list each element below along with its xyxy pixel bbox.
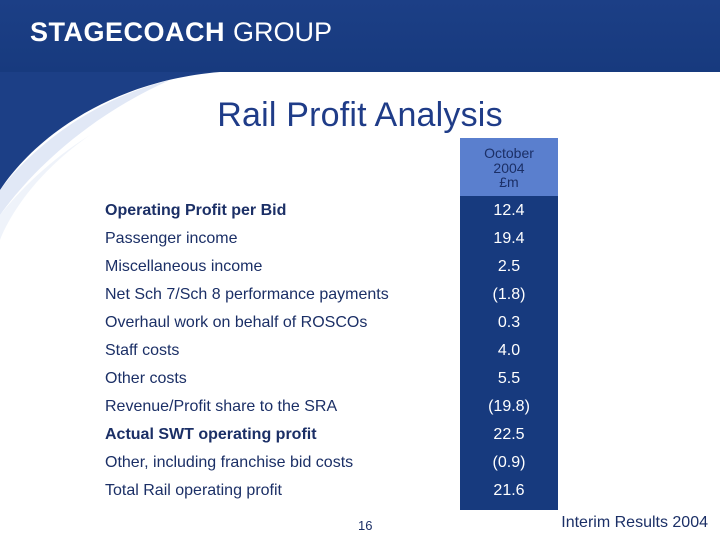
slide-title: Rail Profit Analysis	[0, 96, 720, 135]
row-label: Staff costs	[105, 342, 180, 359]
table-row: Overhaul work on behalf of ROSCOs 0.3	[105, 309, 558, 337]
row-value: 22.5	[493, 426, 525, 443]
header-bar: STAGECOACH GROUP	[0, 0, 720, 72]
table-row: Revenue/Profit share to the SRA (19.8)	[105, 393, 558, 421]
row-label: Overhaul work on behalf of ROSCOs	[105, 314, 368, 331]
row-label: Revenue/Profit share to the SRA	[105, 398, 338, 415]
row-label: Operating Profit per Bid	[105, 202, 287, 219]
row-value: (19.8)	[488, 398, 530, 415]
row-value: 21.6	[493, 482, 525, 499]
table-row: Other costs 5.5	[105, 365, 558, 393]
row-label: Other costs	[105, 370, 187, 387]
footer-text: Interim Results 2004	[561, 514, 708, 531]
column-header-unit: £m	[499, 174, 519, 190]
row-label: Total Rail operating profit	[105, 482, 282, 499]
table-row: Net Sch 7/Sch 8 performance payments (1.8…	[105, 281, 558, 309]
logo-bold-text: STAGECOACH	[30, 17, 226, 47]
table-row: Miscellaneous income 2.5	[105, 253, 558, 281]
row-label: Miscellaneous income	[105, 258, 263, 275]
table-row: Staff costs 4.0	[105, 337, 558, 365]
row-value: 5.5	[497, 370, 521, 387]
table-row: Actual SWT operating profit 22.5	[105, 421, 558, 449]
logo-light-text: GROUP	[233, 17, 333, 47]
row-label: Net Sch 7/Sch 8 performance payments	[105, 286, 389, 303]
page-number: 16	[358, 518, 373, 533]
values-column-background	[460, 196, 558, 510]
column-header-year: 2004	[493, 159, 525, 176]
row-value: 19.4	[493, 230, 525, 247]
row-value: (1.8)	[492, 286, 526, 303]
row-label: Other, including franchise bid costs	[105, 454, 354, 471]
table-row: Operating Profit per Bid 12.4	[105, 197, 558, 225]
row-label: Actual SWT operating profit	[105, 426, 317, 443]
row-value: (0.9)	[492, 454, 526, 471]
slide-title-text: Rail Profit Analysis	[217, 96, 503, 134]
table-row: Other, including franchise bid costs (0.9…	[105, 449, 558, 477]
table-row: Passenger income 19.4	[105, 225, 558, 253]
table-row: Total Rail operating profit 21.6	[105, 477, 558, 505]
column-header: October 2004 £m	[460, 138, 558, 196]
company-logo: STAGECOACH GROUP	[30, 17, 332, 48]
row-label: Passenger income	[105, 230, 238, 247]
row-value: 2.5	[497, 258, 521, 275]
row-value: 12.4	[493, 202, 525, 219]
row-value: 4.0	[497, 342, 521, 359]
row-value: 0.3	[497, 314, 521, 331]
column-header-month: October	[484, 145, 534, 161]
